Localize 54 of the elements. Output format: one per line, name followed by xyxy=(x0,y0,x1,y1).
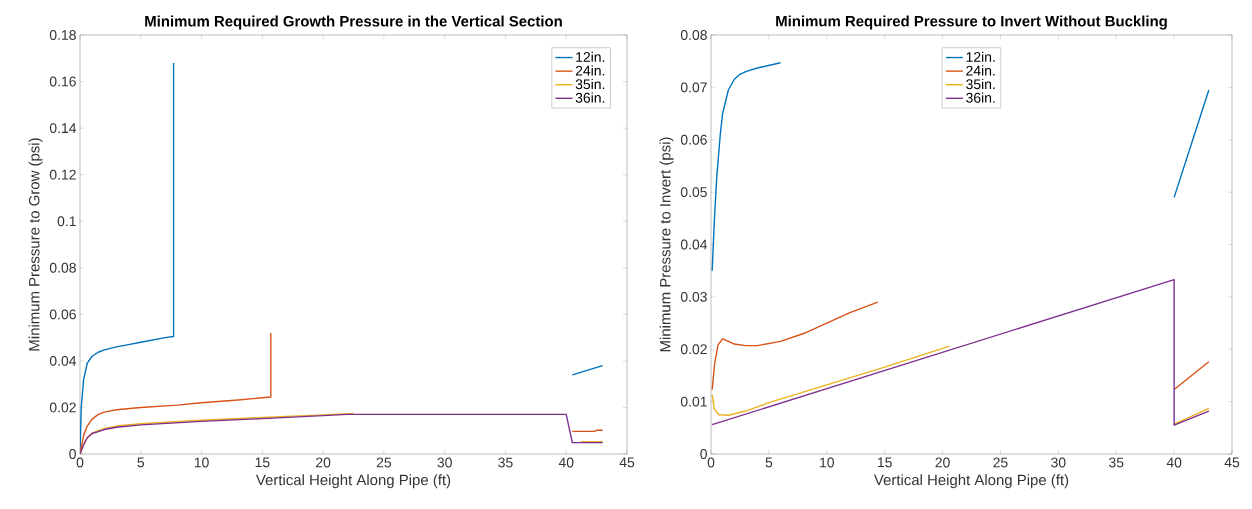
legend-label: 24in. xyxy=(966,65,995,76)
x-tick-label: 30 xyxy=(437,457,452,468)
y-tick-label: 0.06 xyxy=(49,309,76,320)
y-tick-label: 0.05 xyxy=(680,187,707,198)
y-tick-label: 0.03 xyxy=(680,291,707,302)
y-tick-label: 0.02 xyxy=(680,344,707,355)
legend-label: 12in. xyxy=(966,51,995,62)
legend-label: 35in. xyxy=(966,78,995,90)
y-tick-label: 0.16 xyxy=(49,76,76,87)
legend-label: 36in. xyxy=(966,92,995,103)
legend-label: 12in. xyxy=(576,51,605,62)
y-axis-title: Minimum Pressure to Grow (psi) xyxy=(28,138,43,351)
x-tick-label: 35 xyxy=(498,457,513,468)
line-series xyxy=(711,278,1210,426)
y-tick-label: 0.06 xyxy=(680,134,707,145)
y-tick-label: 0.04 xyxy=(680,239,708,250)
x-axis-title: Vertical Height Along Pipe (ft) xyxy=(873,474,1069,489)
y-tick-label: 0.04 xyxy=(49,355,77,366)
x-tick-label: 25 xyxy=(993,457,1008,468)
chart-title: Minimum Required Growth Pressure in the Vertical Section xyxy=(145,15,562,30)
y-tick-label: 0.08 xyxy=(680,30,707,40)
x-tick-label: 10 xyxy=(194,457,209,468)
x-tick-label: 25 xyxy=(376,457,392,468)
x-tick-label: 10 xyxy=(820,457,834,468)
x-tick-label: 15 xyxy=(877,457,892,468)
y-tick-label: 0.12 xyxy=(49,169,76,180)
y-tick-label: 0.1 xyxy=(57,216,76,227)
x-tick-label: 5 xyxy=(765,457,773,468)
x-tick-label: 0 xyxy=(76,457,84,468)
x-tick-label: 35 xyxy=(1109,457,1124,468)
x-tick-label: 30 xyxy=(1051,457,1066,468)
y-tick-label: 0 xyxy=(700,449,707,459)
x-axis-title: Vertical Height Along Pipe (ft) xyxy=(255,474,451,489)
x-tick-label: 45 xyxy=(619,457,635,468)
x-tick-label: 45 xyxy=(1224,457,1240,468)
chart-title: Minimum Required Pressure to Invert Without Buckling xyxy=(776,15,1167,30)
x-tick-label: 40 xyxy=(1166,457,1182,468)
legend-label: 36in. xyxy=(575,92,605,103)
y-tick-label: 0.02 xyxy=(49,402,76,413)
x-tick-label: 20 xyxy=(316,457,331,468)
x-tick-label: 40 xyxy=(558,457,574,468)
y-tick-label: 0.07 xyxy=(680,82,707,93)
legend-label: 24in. xyxy=(575,65,605,76)
x-tick-label: 5 xyxy=(137,457,145,468)
y-tick-label: 0.14 xyxy=(49,123,77,134)
y-tick-label: 0.01 xyxy=(680,396,707,407)
y-tick-label: 0.08 xyxy=(49,262,76,273)
y-tick-label: 0.18 xyxy=(49,30,76,40)
x-tick-label: 15 xyxy=(255,457,270,468)
legend-label: 35in. xyxy=(575,78,605,90)
x-tick-label: 20 xyxy=(935,457,950,468)
y-tick-label: 0 xyxy=(69,449,76,459)
y-axis-title: Minimum Pressure to Invert (psi) xyxy=(659,137,674,352)
x-tick-label: 0 xyxy=(707,457,715,468)
